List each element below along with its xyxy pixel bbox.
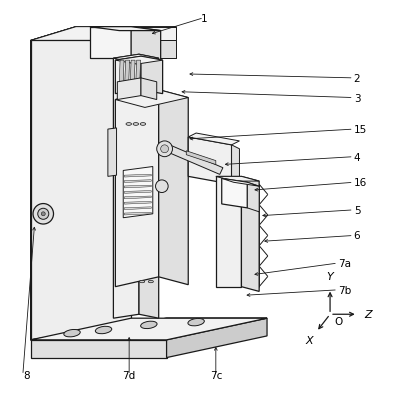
Circle shape	[155, 180, 168, 193]
Text: O: O	[334, 316, 342, 326]
Polygon shape	[136, 61, 141, 83]
Polygon shape	[216, 177, 242, 287]
Polygon shape	[119, 61, 124, 83]
Circle shape	[161, 146, 169, 153]
Text: 7c: 7c	[210, 371, 222, 381]
Text: 8: 8	[23, 371, 29, 381]
Polygon shape	[115, 57, 141, 94]
Polygon shape	[130, 61, 135, 83]
Polygon shape	[118, 79, 141, 100]
Polygon shape	[31, 41, 131, 340]
Polygon shape	[124, 196, 151, 199]
Text: 15: 15	[354, 125, 367, 135]
Circle shape	[38, 209, 49, 220]
Polygon shape	[31, 28, 176, 41]
Text: 4: 4	[354, 152, 360, 162]
Ellipse shape	[95, 326, 112, 334]
Polygon shape	[90, 28, 176, 41]
Polygon shape	[124, 202, 151, 205]
Polygon shape	[188, 134, 239, 146]
Polygon shape	[131, 41, 176, 59]
Polygon shape	[125, 61, 130, 83]
Text: 5: 5	[354, 205, 360, 215]
Polygon shape	[222, 179, 247, 209]
Text: Y: Y	[327, 271, 333, 281]
Ellipse shape	[133, 123, 139, 126]
Polygon shape	[31, 340, 166, 358]
Polygon shape	[113, 55, 159, 63]
Ellipse shape	[140, 281, 145, 283]
Polygon shape	[247, 183, 259, 212]
Circle shape	[157, 142, 173, 157]
Polygon shape	[141, 79, 157, 100]
Ellipse shape	[188, 319, 204, 326]
Text: Z: Z	[365, 310, 373, 320]
Text: 2: 2	[354, 74, 360, 84]
Polygon shape	[115, 91, 188, 108]
Text: X: X	[305, 335, 313, 345]
Polygon shape	[141, 57, 163, 94]
Polygon shape	[31, 28, 176, 41]
Polygon shape	[242, 177, 259, 292]
Polygon shape	[124, 180, 151, 183]
Polygon shape	[124, 207, 151, 210]
Polygon shape	[123, 167, 153, 218]
Polygon shape	[90, 28, 131, 59]
Polygon shape	[90, 41, 176, 59]
Polygon shape	[31, 28, 76, 340]
Polygon shape	[124, 186, 151, 188]
Polygon shape	[164, 145, 223, 175]
Circle shape	[41, 212, 45, 216]
Text: 3: 3	[354, 93, 360, 103]
Ellipse shape	[126, 123, 131, 126]
Polygon shape	[31, 318, 267, 340]
Polygon shape	[115, 57, 163, 65]
Polygon shape	[188, 138, 232, 185]
Polygon shape	[216, 177, 259, 182]
Polygon shape	[115, 91, 159, 287]
Circle shape	[33, 204, 53, 225]
Ellipse shape	[140, 123, 146, 126]
Text: 7b: 7b	[338, 285, 351, 295]
Polygon shape	[90, 28, 161, 32]
Text: 6: 6	[354, 231, 360, 241]
Polygon shape	[222, 179, 259, 187]
Polygon shape	[124, 213, 151, 215]
Polygon shape	[186, 151, 216, 165]
Polygon shape	[131, 28, 161, 63]
Polygon shape	[124, 175, 151, 178]
Polygon shape	[166, 318, 267, 358]
Polygon shape	[31, 318, 267, 340]
Polygon shape	[31, 41, 131, 340]
Text: 7a: 7a	[338, 258, 351, 268]
Ellipse shape	[141, 321, 157, 329]
Text: 16: 16	[354, 178, 367, 188]
Ellipse shape	[64, 330, 80, 337]
Text: 1: 1	[201, 14, 207, 24]
Polygon shape	[139, 55, 159, 318]
Polygon shape	[31, 28, 76, 340]
Polygon shape	[76, 28, 176, 41]
Text: 7d: 7d	[122, 371, 136, 381]
Polygon shape	[232, 146, 239, 189]
Polygon shape	[31, 318, 267, 340]
Ellipse shape	[148, 281, 153, 283]
Polygon shape	[124, 191, 151, 194]
Polygon shape	[108, 129, 117, 177]
Polygon shape	[113, 55, 139, 318]
Polygon shape	[159, 91, 188, 285]
